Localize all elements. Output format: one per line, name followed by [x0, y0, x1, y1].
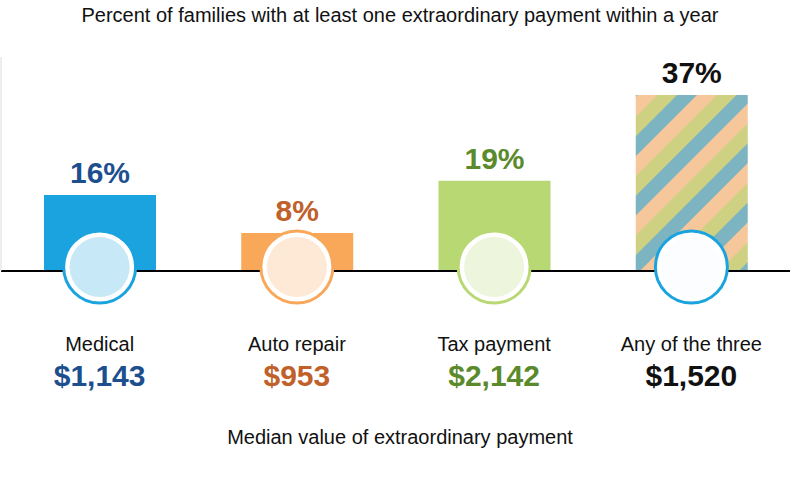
html-text:Median value of extraordinary: Median value of extraordinary payment	[227, 426, 573, 448]
html-text:Percent of families with at le: Percent of families with at least one ex…	[81, 4, 719, 26]
svg-text:Auto repair: Auto repair	[248, 333, 346, 355]
svg-text:$1,520: $1,520	[645, 359, 737, 392]
svg-text:$953: $953	[264, 359, 331, 392]
svg-text:Any of the three: Any of the three	[621, 333, 762, 355]
svg-text:19%: 19%	[464, 142, 524, 175]
svg-text:16%: 16%	[70, 156, 130, 189]
svg-text:$1,143: $1,143	[54, 359, 146, 392]
svg-text:Medical: Medical	[65, 333, 134, 355]
svg-text:$2,142: $2,142	[448, 359, 540, 392]
svg-text:8%: 8%	[276, 194, 319, 227]
svg-text:Tax payment: Tax payment	[437, 333, 551, 355]
svg-text:37%: 37%	[662, 56, 722, 89]
